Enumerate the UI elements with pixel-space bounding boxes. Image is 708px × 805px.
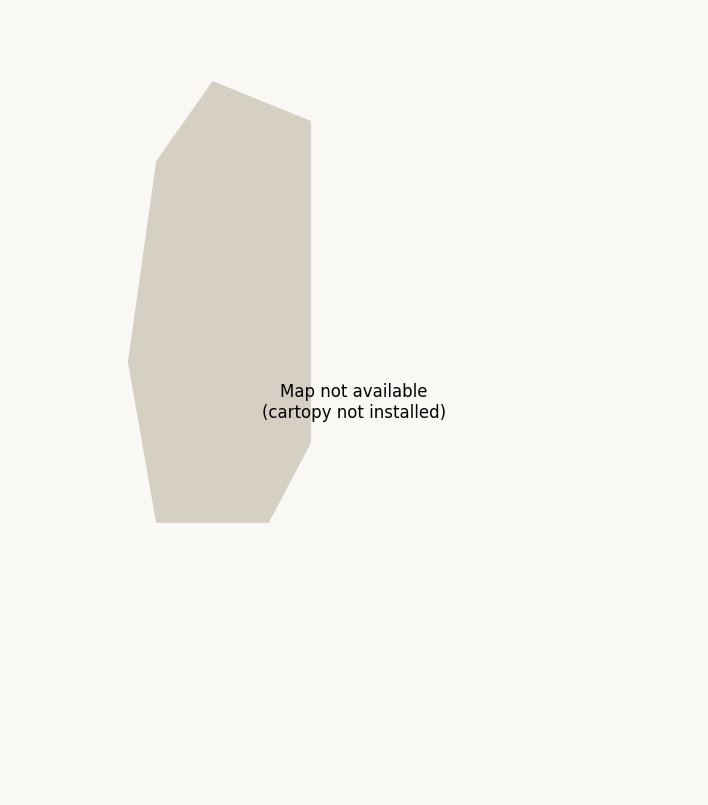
Polygon shape (127, 80, 312, 523)
Text: Map not available
(cartopy not installed): Map not available (cartopy not installed… (262, 383, 446, 422)
